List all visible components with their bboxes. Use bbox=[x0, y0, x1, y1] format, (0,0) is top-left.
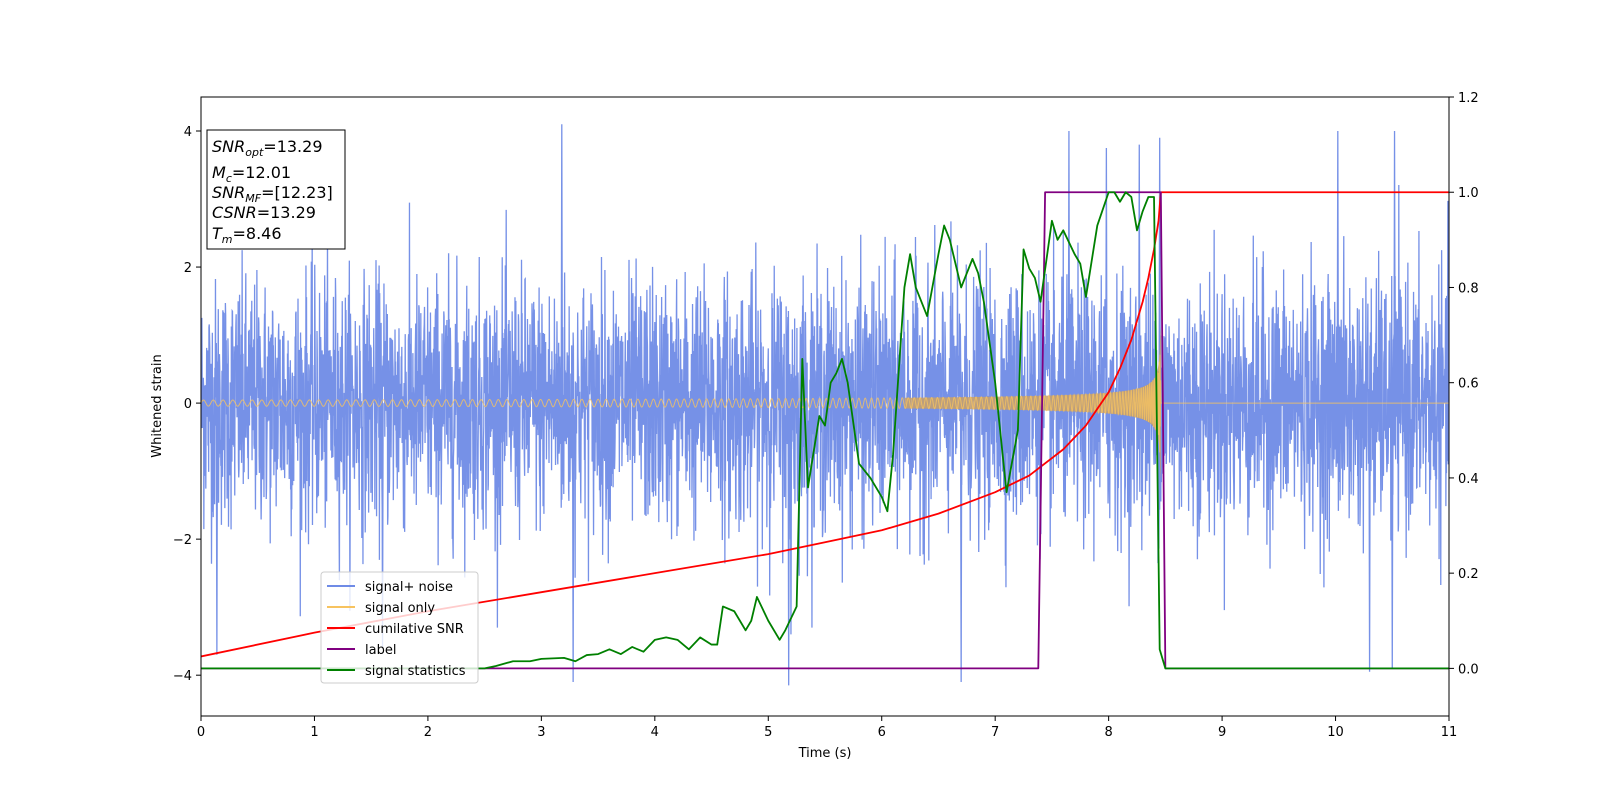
y-tick-label: −2 bbox=[173, 533, 192, 548]
annotation-symbol: SNR bbox=[212, 137, 245, 156]
x-tick-label: 10 bbox=[1327, 725, 1344, 740]
y-axis-right: 0.0 0.2 0.4 0.6 0.8 1.0 1.2 bbox=[1449, 91, 1479, 677]
annotation-value: =[12.23] bbox=[261, 183, 333, 202]
legend-entry: cumilative SNR bbox=[327, 622, 464, 637]
x-axis-label: Time (s) bbox=[798, 746, 852, 761]
y-tick-label: 4 bbox=[184, 125, 192, 140]
legend-frame bbox=[320, 571, 479, 684]
x-tick-label: 11 bbox=[1441, 725, 1458, 740]
legend-label: label bbox=[365, 643, 396, 658]
y-axis-left: −4 −2 0 2 4 bbox=[173, 125, 201, 684]
signal-only-line bbox=[201, 354, 1449, 453]
legend: signal+ noise signal only cumilative SNR la… bbox=[320, 571, 479, 684]
annotation-symbol: CSNR bbox=[212, 203, 257, 222]
y-tick-label: −4 bbox=[173, 669, 192, 684]
annotation-line: CSNR=13.29 bbox=[212, 203, 316, 222]
y-tick-label: 0 bbox=[184, 397, 192, 412]
annotation-line: SNRMF=[12.23] bbox=[212, 183, 333, 205]
annotation-value: =13.29 bbox=[257, 203, 316, 222]
signal-statistics-line bbox=[201, 191, 1449, 670]
y2-tick-label: 1.2 bbox=[1458, 91, 1479, 106]
legend-entry: signal statistics bbox=[327, 664, 466, 679]
x-tick-label: 4 bbox=[651, 725, 659, 740]
legend-label: signal only bbox=[365, 601, 435, 616]
right-axis-series bbox=[201, 191, 1449, 670]
metrics-annotation-box: SNRopt=13.29Mc=12.01SNRMF=[12.23]CSNR=13… bbox=[206, 129, 346, 250]
x-tick-label: 6 bbox=[878, 725, 886, 740]
x-tick-label: 1 bbox=[310, 725, 318, 740]
annotation-symbol: SNR bbox=[212, 183, 245, 202]
x-tick-label: 9 bbox=[1218, 725, 1226, 740]
annotation-value: =12.01 bbox=[232, 163, 291, 182]
signal-only-envelope bbox=[904, 326, 1161, 480]
y2-tick-label: 0.2 bbox=[1458, 567, 1479, 582]
signal-only-series bbox=[201, 326, 1449, 480]
x-tick-label: 8 bbox=[1104, 725, 1112, 740]
y2-tick-label: 0.8 bbox=[1458, 281, 1479, 296]
y2-tick-label: 0.0 bbox=[1458, 662, 1479, 677]
annotation-line: SNRopt=13.29 bbox=[212, 137, 323, 159]
legend-label: signal statistics bbox=[365, 664, 466, 679]
y-axis-label: Whitened strain bbox=[150, 354, 165, 457]
annotation-subscript: c bbox=[226, 172, 232, 185]
annotation-subscript: m bbox=[222, 233, 233, 246]
legend-label: signal+ noise bbox=[365, 580, 453, 595]
x-tick-label: 7 bbox=[991, 725, 999, 740]
x-tick-label: 5 bbox=[764, 725, 772, 740]
legend-label: cumilative SNR bbox=[365, 622, 464, 637]
plot-frame bbox=[200, 96, 1450, 717]
x-tick-label: 2 bbox=[424, 725, 432, 740]
y2-tick-label: 0.6 bbox=[1458, 377, 1479, 392]
legend-entry: signal+ noise bbox=[327, 580, 453, 595]
annotation-line: Mc=12.01 bbox=[212, 163, 291, 185]
x-tick-label: 3 bbox=[537, 725, 545, 740]
legend-entry: label bbox=[327, 643, 396, 658]
annotation-subscript: MF bbox=[245, 192, 261, 205]
annotation-subscript: opt bbox=[245, 146, 264, 159]
annotation-value: =13.29 bbox=[263, 137, 322, 156]
annotation-symbol: M bbox=[212, 163, 226, 182]
cumilative-snr-line bbox=[201, 191, 1449, 658]
legend-entry: signal only bbox=[327, 601, 435, 616]
y2-tick-label: 1.0 bbox=[1458, 186, 1479, 201]
x-tick-label: 0 bbox=[197, 725, 205, 740]
annotation-frame bbox=[206, 129, 346, 250]
annotation-line: Tm=8.46 bbox=[212, 224, 282, 246]
y2-tick-label: 0.4 bbox=[1458, 472, 1479, 487]
y-tick-label: 2 bbox=[184, 261, 192, 276]
annotation-value: =8.46 bbox=[233, 224, 282, 243]
annotation-symbol: T bbox=[212, 224, 223, 243]
x-axis: 0 1 2 3 4 5 6 7 8 9 10 11 bbox=[197, 716, 1457, 740]
